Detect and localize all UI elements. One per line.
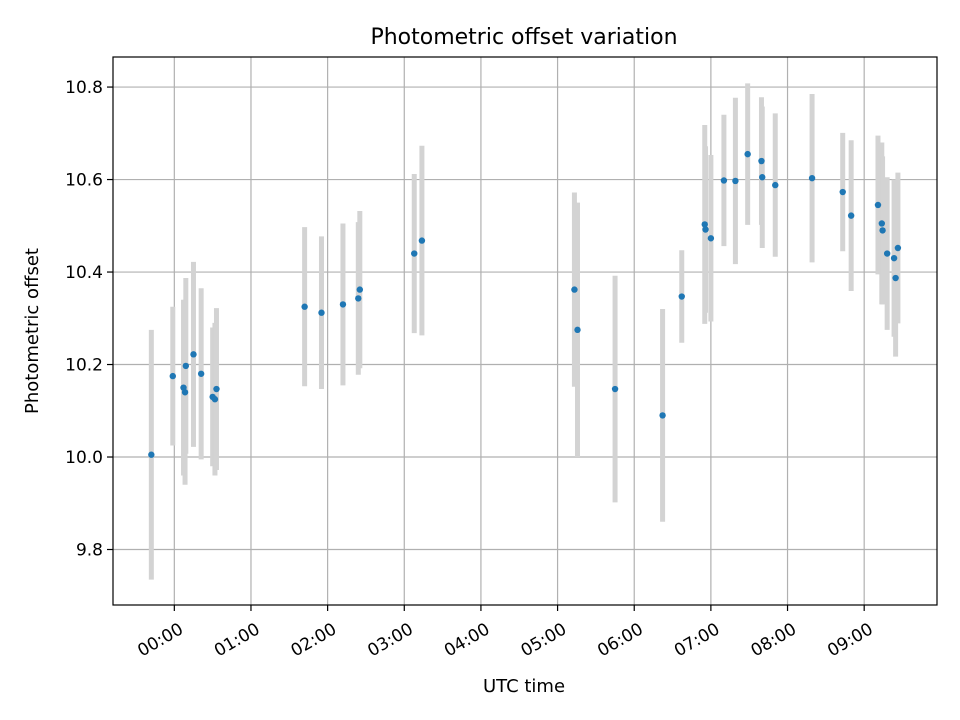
y-axis-label: Photometric offset bbox=[22, 248, 43, 414]
data-point bbox=[744, 150, 751, 158]
data-point bbox=[678, 293, 685, 300]
data-point bbox=[182, 362, 190, 370]
data-point bbox=[571, 286, 578, 293]
data-point bbox=[190, 351, 197, 358]
data-point bbox=[732, 177, 739, 185]
data-point bbox=[890, 254, 898, 262]
data-point bbox=[879, 227, 886, 234]
plot-frame bbox=[112, 56, 938, 606]
data-point bbox=[883, 250, 891, 257]
chart-title: Photometric offset variation bbox=[370, 25, 677, 50]
y-tick-label: 10.0 bbox=[65, 448, 103, 468]
data-point bbox=[169, 372, 176, 380]
y-tick-label: 9.8 bbox=[76, 541, 103, 561]
data-point bbox=[874, 201, 882, 209]
data-point bbox=[211, 396, 219, 403]
data-point bbox=[894, 244, 902, 252]
y-axis-ticks: 9.8 10.0 10.2 10.4 10.6 10.8 bbox=[65, 78, 113, 561]
data-point bbox=[892, 274, 899, 282]
data-point bbox=[355, 295, 362, 302]
data-point bbox=[772, 181, 779, 189]
data-point bbox=[318, 309, 325, 316]
data-point bbox=[181, 389, 189, 396]
data-point bbox=[659, 412, 666, 419]
data-point bbox=[411, 250, 418, 257]
data-point bbox=[574, 326, 581, 334]
data-point bbox=[301, 303, 308, 310]
data-point bbox=[847, 212, 855, 219]
data-point bbox=[418, 237, 426, 244]
data-point bbox=[356, 286, 364, 293]
data-point bbox=[839, 188, 846, 196]
data-point bbox=[611, 385, 619, 393]
data-point bbox=[197, 370, 205, 377]
grid bbox=[113, 57, 937, 605]
data-point bbox=[720, 177, 728, 184]
data-point bbox=[878, 220, 886, 227]
y-tick-label: 10.6 bbox=[65, 171, 103, 191]
data-point bbox=[148, 451, 155, 458]
data-point bbox=[339, 301, 347, 308]
y-tick-label: 10.2 bbox=[65, 356, 103, 376]
x-axis-label: UTC time bbox=[483, 676, 565, 697]
y-tick-label: 10.4 bbox=[65, 263, 103, 283]
data-point bbox=[808, 174, 816, 182]
data-point bbox=[759, 174, 766, 181]
data-point bbox=[701, 221, 708, 228]
data-point bbox=[758, 157, 765, 165]
data-point bbox=[702, 226, 709, 233]
data-point bbox=[213, 385, 220, 393]
data-points bbox=[148, 150, 902, 458]
data-point bbox=[707, 235, 715, 242]
y-tick-label: 10.8 bbox=[65, 78, 103, 98]
